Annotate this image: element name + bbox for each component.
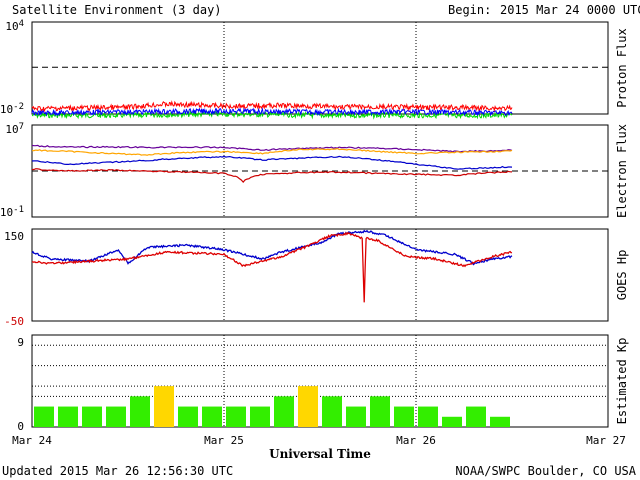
kp-bar [34, 406, 54, 427]
electron-ytick-bottom: 10-1 [0, 205, 24, 219]
hp-ylabel: GOES Hp [615, 250, 629, 301]
kp-bar [466, 406, 486, 427]
hp-series-line [31, 229, 513, 266]
x-axis-title: Universal Time [269, 447, 371, 461]
kp-bar [442, 416, 462, 427]
kp-bar [322, 396, 342, 427]
kp-ytick-top: 9 [17, 336, 24, 349]
kp-bar [370, 396, 390, 427]
electron-series-line [32, 168, 513, 184]
kp-bar [250, 406, 270, 427]
hp-series-line [32, 231, 513, 303]
proton-ytick-bottom: 10-2 [0, 102, 24, 116]
xtick-label-3: Mar 27 [586, 434, 626, 447]
hp-frame [31, 228, 609, 322]
kp-bar [274, 396, 294, 427]
electron-frame [31, 124, 609, 218]
proton-series-line [31, 107, 513, 117]
kp-bar [82, 406, 102, 427]
proton-ylabel: Proton Flux [615, 28, 629, 107]
kp-bar [154, 386, 174, 427]
kp-bar [178, 406, 198, 427]
electron-series-line [31, 147, 513, 156]
begin-label: Begin: [448, 3, 491, 17]
kp-bar [202, 406, 222, 427]
xtick-label-2: Mar 26 [396, 434, 436, 447]
chart-marks [31, 22, 608, 427]
proton-ytick-top: 104 [5, 19, 24, 33]
kp-bar [418, 406, 438, 427]
xtick-label-1: Mar 25 [204, 434, 244, 447]
electron-ytick-top: 107 [5, 122, 24, 136]
xtick-label-0: Mar 24 [12, 434, 52, 447]
kp-bar [226, 406, 246, 427]
kp-frame [31, 334, 609, 428]
electron-series-line [31, 155, 513, 170]
proton-series-line [31, 100, 513, 113]
kp-bar [490, 416, 510, 427]
kp-bar [106, 406, 126, 427]
kp-bar [130, 396, 150, 427]
proton-frame [31, 21, 609, 115]
kp-bar [346, 406, 366, 427]
goes-hp-panel: 150 -50 GOES Hp [4, 228, 629, 328]
kp-panel: 9 0 Estimated Kp [17, 334, 629, 433]
kp-bar [298, 386, 318, 427]
chart-title: Satellite Environment (3 day) [12, 3, 222, 17]
electron-series-line [31, 144, 513, 153]
electron-ylabel: Electron Flux [615, 124, 629, 218]
begin-value: 2015 Mar 24 0000 UTC [500, 3, 640, 17]
hp-ytick-top: 150 [4, 230, 24, 243]
credit-text: NOAA/SWPC Boulder, CO USA [455, 464, 636, 478]
kp-bar [58, 406, 78, 427]
updated-timestamp: Updated 2015 Mar 26 12:56:30 UTC [2, 464, 233, 478]
hp-ytick-bottom: -50 [4, 315, 24, 328]
kp-bar [394, 406, 414, 427]
kp-ylabel: Estimated Kp [615, 338, 629, 425]
kp-ytick-bottom: 0 [17, 420, 24, 433]
